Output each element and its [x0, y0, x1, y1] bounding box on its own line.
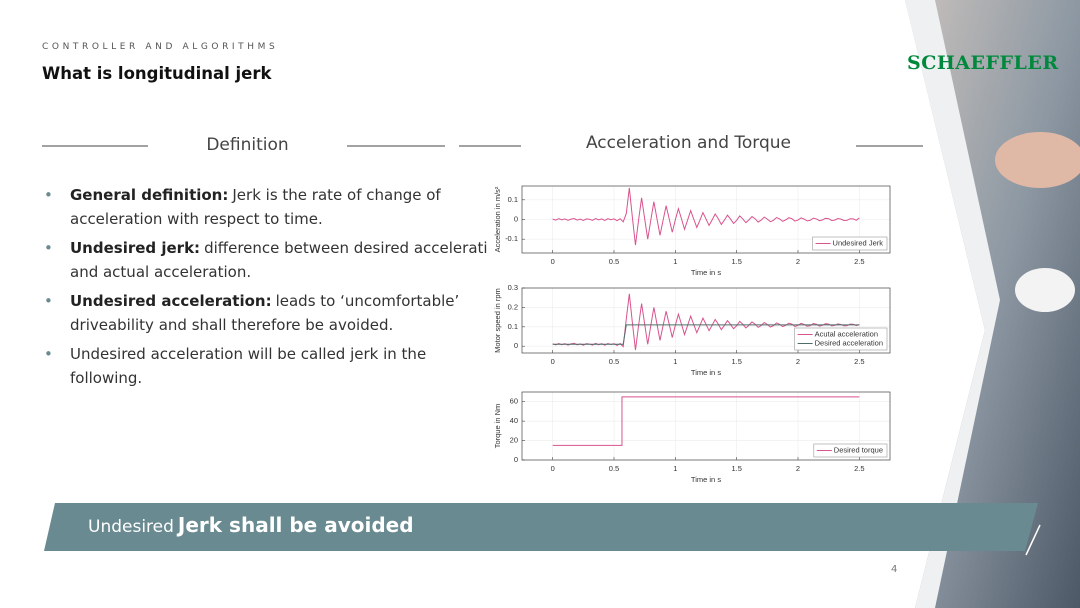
section-heading: Acceleration and Torque [585, 133, 792, 153]
legend-box [813, 443, 888, 458]
bullet-label: Undesired jerk: [70, 239, 201, 257]
x-axis-label: Time in s [691, 268, 721, 277]
legend-box [812, 236, 888, 251]
bullet-label: General definition: [70, 186, 229, 204]
bullet: Undesired jerk:difference between desire… [44, 237, 524, 284]
banner-big: Jerk shall be avoided [177, 513, 414, 537]
x-axis-label: Time in s [691, 368, 721, 377]
y-tick-label: -0.1 [505, 234, 518, 243]
y-tick-label: 0.1 [508, 322, 518, 331]
y-axis-label: Motor speed in rpm [493, 288, 502, 353]
bullet-text: Undesired acceleration will be called je… [70, 345, 427, 387]
y-tick-label: 0 [514, 455, 518, 464]
y-axis-label: Torque in Nm [493, 404, 502, 449]
legend-label: Desired torque [834, 445, 883, 454]
banner-edge [1025, 524, 1041, 556]
x-tick-label: 1.5 [731, 257, 741, 266]
axes-box [521, 185, 891, 254]
x-tick-label: 1 [673, 357, 677, 366]
x-tick-label: 1 [673, 257, 677, 266]
legend-label: Desired acceleration [815, 338, 883, 347]
y-tick-label: 40 [510, 416, 518, 425]
x-tick-label: 1.5 [731, 464, 741, 473]
bullet-list: General definition:Jerk is the rate of c… [44, 184, 524, 396]
puzzle-piece [1015, 268, 1075, 312]
axes-box [521, 391, 891, 461]
x-tick-label: 2 [796, 464, 800, 473]
slide-title: What is longitudinal jerk [42, 64, 272, 83]
y-tick-label: 0.1 [508, 195, 518, 204]
bullet: Undesired acceleration will be called je… [44, 343, 440, 390]
bullet-text: difference between desired acceleration … [70, 239, 507, 281]
series-line [552, 187, 860, 246]
bullet: General definition:Jerk is the rate of c… [44, 184, 524, 231]
x-tick-label: 0 [551, 257, 555, 266]
y-tick-label: 0 [514, 341, 518, 350]
section-label: CONTROLLER AND ALGORITHMS [42, 42, 279, 52]
legend-label: Undesired Jerk [833, 238, 884, 247]
x-axis-label: Time in s [691, 475, 721, 484]
x-tick-label: 0 [551, 357, 555, 366]
legend-box [794, 327, 888, 351]
x-tick-label: 2 [796, 257, 800, 266]
y-tick-label: 60 [510, 397, 518, 406]
legend-label: Acutal acceleration [815, 329, 878, 338]
x-tick-label: 0.5 [609, 257, 619, 266]
bullet-text: leads to ‘uncomfortable’ driveability an… [70, 292, 460, 334]
section-heading: Definition [206, 135, 289, 155]
bullet-label: Undesired acceleration: [70, 292, 272, 310]
x-tick-label: 0.5 [609, 464, 619, 473]
banner [44, 503, 1038, 551]
x-tick-label: 2.5 [854, 464, 864, 473]
x-tick-label: 0.5 [609, 357, 619, 366]
x-tick-label: 2.5 [854, 257, 864, 266]
x-tick-label: 1 [673, 464, 677, 473]
x-tick-label: 2.5 [854, 357, 864, 366]
y-axis-label: Acceleration in m/s² [493, 186, 502, 252]
y-tick-label: 0 [514, 214, 518, 223]
banner-small: Undesired [88, 517, 174, 537]
bullet-text: Jerk is the rate of change of accelerati… [70, 186, 441, 228]
banner-text: Undesired Jerk shall be avoided [88, 513, 414, 537]
page-number: 4 [891, 564, 898, 575]
chevron [905, 0, 1000, 608]
y-tick-label: 0.2 [508, 302, 518, 311]
series-line [552, 324, 860, 345]
logo: SCHAEFFLER [907, 52, 1059, 74]
legend: Undesired Jerk [812, 236, 888, 251]
y-tick-label: 20 [510, 436, 518, 445]
axes-box [521, 287, 891, 354]
y-tick-label: 0.3 [508, 283, 518, 292]
hand [995, 132, 1080, 188]
bullet: Undesired acceleration:leads to ‘uncomfo… [44, 290, 524, 337]
x-tick-label: 1.5 [731, 357, 741, 366]
x-tick-label: 0 [551, 464, 555, 473]
legend: Desired torque [813, 443, 888, 458]
series-line [552, 396, 860, 446]
x-tick-label: 2 [796, 357, 800, 366]
